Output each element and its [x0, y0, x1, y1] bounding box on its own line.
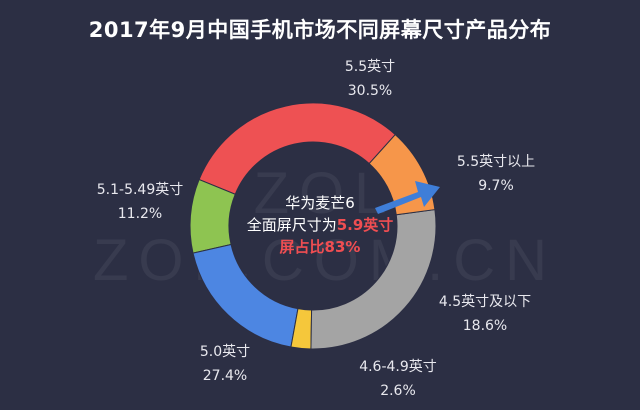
donut-slice-0: [198, 102, 397, 195]
slice-category: 5.0英寸: [199, 344, 251, 360]
annotation-arrow: [375, 181, 440, 214]
slice-label-5.0: 5.0英寸 27.4%: [180, 340, 270, 388]
slice-value: 11.2%: [117, 206, 163, 222]
slice-label-4.6-4.9: 4.6-4.9英寸 2.6%: [338, 355, 458, 403]
slice-label-above-5.5: 5.5英寸以上 9.7%: [436, 150, 556, 198]
slice-category: 5.5英寸: [344, 59, 396, 75]
slice-category: 5.1-5.49英寸: [96, 182, 184, 198]
slice-category: 5.5英寸以上: [456, 154, 536, 170]
slice-value: 27.4%: [202, 368, 248, 384]
donut-slice-3: [290, 308, 313, 350]
chart-title: 2017年9月中国手机市场不同屏幕尺寸产品分布: [88, 18, 552, 42]
donut-slice-1: [189, 178, 236, 254]
donut-slices: [189, 102, 437, 350]
annotation-line-2: 全面屏尺寸为5.9英寸: [220, 214, 420, 236]
annotation-line-1: 华为麦芒6: [285, 194, 355, 212]
slice-value: 9.7%: [478, 178, 514, 194]
watermark: ZOL ZOL.COM.CN: [92, 161, 558, 293]
slice-category: 4.5英寸及以下: [438, 294, 532, 310]
slice-value: 2.6%: [380, 383, 416, 399]
annotation-screen-ratio: 屏占比83%: [279, 238, 361, 256]
donut-slice-2: [192, 243, 299, 348]
annotation-line-2-prefix: 全面屏尺寸为: [246, 216, 337, 234]
donut-slice-4: [310, 208, 437, 350]
slice-value: 18.6%: [462, 318, 508, 334]
slice-label-4.5-below: 4.5英寸及以下 18.6%: [420, 290, 550, 338]
slice-category: 4.6-4.9英寸: [359, 359, 437, 375]
annotation-screen-size: 5.9英寸: [336, 216, 394, 234]
slice-value: 30.5%: [347, 83, 393, 99]
center-annotation: 华为麦芒6 全面屏尺寸为5.9英寸 屏占比83%: [220, 192, 420, 258]
slice-label-5.1-5.49: 5.1-5.49英寸 11.2%: [80, 178, 200, 226]
slice-label-5.5: 5.5英寸 30.5%: [330, 55, 410, 103]
